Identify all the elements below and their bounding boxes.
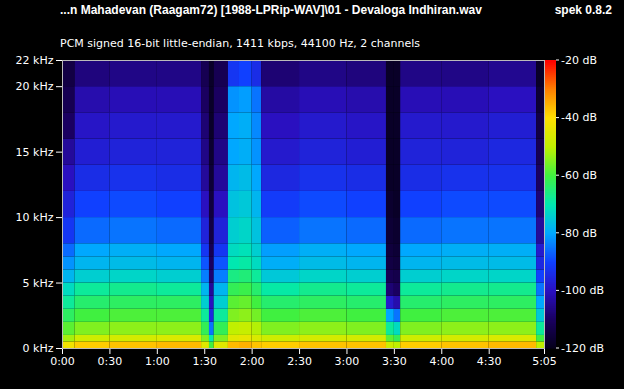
svg-text:15 kHz: 15 kHz (16, 146, 54, 159)
svg-text:1:30: 1:30 (192, 355, 217, 368)
svg-text:...n Mahadevan (Raagam72) [198: ...n Mahadevan (Raagam72) [1988-LPRip-WA… (60, 3, 482, 17)
svg-text:-20 dB: -20 dB (561, 54, 597, 67)
svg-text:-100 dB: -100 dB (561, 284, 604, 297)
svg-text:5:05: 5:05 (532, 355, 557, 368)
svg-text:0:30: 0:30 (98, 355, 123, 368)
svg-text:0 kHz: 0 kHz (23, 342, 54, 355)
svg-text:0:00: 0:00 (50, 355, 75, 368)
svg-text:2:30: 2:30 (287, 355, 312, 368)
svg-text:-120 dB: -120 dB (561, 342, 604, 355)
svg-text:3:00: 3:00 (335, 355, 360, 368)
svg-text:10 kHz: 10 kHz (16, 211, 54, 224)
svg-text:20 kHz: 20 kHz (16, 80, 54, 93)
svg-text:2:00: 2:00 (240, 355, 265, 368)
svg-text:5 kHz: 5 kHz (23, 277, 54, 290)
svg-text:3:30: 3:30 (382, 355, 407, 368)
svg-text:-60 dB: -60 dB (561, 169, 597, 182)
svg-text:spek 0.8.2: spek 0.8.2 (555, 3, 613, 17)
svg-text:22 kHz: 22 kHz (16, 54, 54, 67)
svg-text:-80 dB: -80 dB (561, 227, 597, 240)
svg-text:PCM signed 16-bit little-endia: PCM signed 16-bit little-endian, 1411 kb… (60, 37, 420, 50)
svg-text:-40 dB: -40 dB (561, 111, 597, 124)
svg-text:4:00: 4:00 (429, 355, 454, 368)
svg-text:4:30: 4:30 (477, 355, 502, 368)
svg-text:1:00: 1:00 (145, 355, 170, 368)
